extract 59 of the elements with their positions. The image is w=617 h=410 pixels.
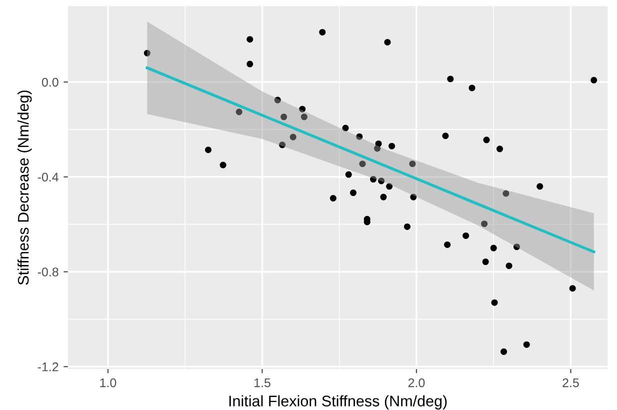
point (279, 142, 286, 148)
point (350, 190, 356, 196)
point (299, 106, 306, 112)
point (502, 190, 510, 197)
point (300, 114, 308, 120)
point (330, 194, 336, 202)
point (246, 60, 254, 68)
point (356, 133, 363, 140)
point (380, 194, 387, 200)
x-tick-label: 1.0 (100, 378, 116, 388)
point (388, 142, 396, 150)
point (447, 76, 454, 82)
point (404, 223, 410, 230)
point (236, 108, 242, 116)
point (500, 348, 508, 355)
point (481, 220, 488, 228)
point (410, 194, 417, 200)
point (483, 136, 490, 144)
point (496, 146, 504, 152)
point (590, 76, 598, 84)
point (569, 285, 576, 292)
point (359, 160, 366, 168)
point (482, 258, 489, 266)
point (536, 183, 544, 190)
point (386, 183, 393, 190)
point (246, 36, 254, 43)
point (144, 50, 150, 56)
y-tick-label: -1.2 (38, 362, 58, 372)
point (342, 124, 349, 132)
point (444, 241, 451, 248)
point (409, 160, 416, 168)
point (374, 145, 381, 152)
point (384, 38, 391, 46)
point (370, 176, 377, 183)
point (490, 244, 497, 252)
y-tick-label: -0.4 (38, 172, 58, 182)
x-axis-title: Initial Flexion Stiffness (Nm/deg) (229, 395, 447, 410)
point (274, 96, 281, 104)
point (506, 262, 512, 270)
line-series (146, 66, 596, 254)
point (345, 171, 352, 178)
x-tick-label: 2.0 (408, 378, 425, 388)
x-tick-label: 2.5 (562, 378, 579, 388)
y-tick-label: -0.8 (38, 268, 58, 276)
point (491, 299, 498, 306)
point (442, 132, 449, 140)
point (523, 341, 530, 348)
x-tick-label: 1.5 (254, 378, 270, 388)
point (513, 244, 520, 250)
point (319, 28, 326, 36)
point (220, 162, 226, 168)
y-tick-label: 0.0 (42, 78, 58, 87)
point (204, 146, 212, 154)
point (290, 134, 296, 140)
point (280, 114, 288, 120)
point (462, 232, 470, 239)
point (378, 178, 385, 184)
y-axis-title: Stiffness Decrease (Nm/deg) (18, 90, 32, 285)
point (468, 84, 476, 92)
